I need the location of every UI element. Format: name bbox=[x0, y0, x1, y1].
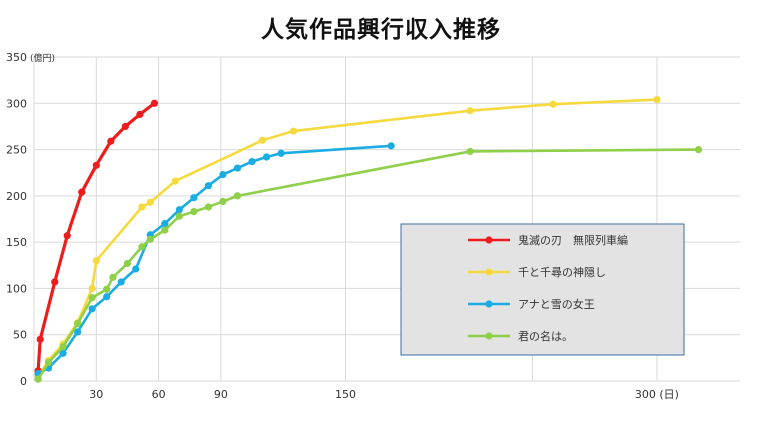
data-point bbox=[277, 149, 285, 157]
data-point bbox=[103, 293, 111, 301]
data-point bbox=[59, 349, 67, 357]
x-tick-label: 30 bbox=[89, 388, 103, 401]
data-point bbox=[175, 206, 183, 214]
series-line bbox=[36, 101, 157, 373]
data-point bbox=[59, 343, 67, 351]
series-3 bbox=[34, 145, 703, 383]
data-point bbox=[171, 177, 179, 185]
chart-title: 人気作品興行収入推移 bbox=[261, 17, 501, 43]
data-point bbox=[387, 142, 395, 150]
y-tick-label: 150 bbox=[6, 236, 27, 249]
data-point bbox=[136, 110, 144, 118]
data-point bbox=[44, 358, 53, 367]
data-point bbox=[92, 257, 100, 265]
data-point bbox=[138, 243, 146, 251]
data-point bbox=[150, 99, 159, 107]
data-point bbox=[88, 284, 96, 293]
legend-box bbox=[400, 223, 685, 356]
data-point bbox=[117, 278, 125, 286]
data-point bbox=[204, 182, 213, 190]
data-point bbox=[233, 164, 242, 172]
data-point bbox=[88, 305, 96, 313]
y-tick-label: 200 bbox=[6, 190, 27, 203]
data-point bbox=[549, 100, 557, 108]
x-tick-label: 90 bbox=[214, 388, 228, 401]
data-point bbox=[233, 192, 242, 200]
data-point bbox=[204, 203, 213, 211]
x-tick-label: 150 bbox=[335, 388, 356, 401]
y-tick-label: 50 bbox=[13, 329, 27, 342]
y-unit-label: (億円) bbox=[30, 52, 55, 64]
data-point bbox=[258, 136, 267, 144]
y-tick-label: 250 bbox=[6, 144, 27, 157]
data-point bbox=[190, 194, 198, 202]
axes: 0 50 100 150 200 250 300 350 (億円) 30 60 90 150 300 (日… bbox=[6, 51, 679, 401]
x-tick-label: 300 (日) bbox=[635, 388, 679, 401]
data-point bbox=[161, 220, 169, 228]
data-point bbox=[138, 203, 146, 211]
x-tick-label: 60 bbox=[152, 388, 166, 401]
series-layer bbox=[34, 95, 703, 383]
data-point bbox=[466, 147, 474, 156]
data-point bbox=[219, 170, 227, 179]
data-point bbox=[74, 328, 82, 336]
data-point bbox=[88, 294, 96, 302]
legend-label: アナと雪の女王 bbox=[518, 297, 595, 311]
data-point bbox=[74, 320, 82, 328]
data-point bbox=[161, 226, 169, 234]
data-point bbox=[107, 137, 115, 145]
data-point bbox=[103, 285, 111, 293]
data-point bbox=[132, 265, 140, 273]
y-tick-label: 300 bbox=[6, 97, 27, 110]
y-tick-label: 100 bbox=[6, 282, 27, 295]
series-line bbox=[36, 98, 659, 378]
data-point bbox=[694, 145, 703, 154]
legend-label: 千と千尋の神隠し bbox=[518, 265, 606, 279]
legend-swatch-marker bbox=[485, 268, 493, 276]
y-tick-label: 350 bbox=[6, 51, 27, 64]
legend-swatch-marker bbox=[485, 332, 493, 340]
legend-label: 鬼滅の刃 無限列車編 bbox=[518, 233, 628, 247]
legend-label: 君の名は。 bbox=[518, 329, 573, 343]
data-point bbox=[51, 278, 59, 286]
y-tick-label: 0 bbox=[20, 375, 27, 388]
series-line bbox=[36, 144, 393, 375]
data-point bbox=[121, 122, 129, 131]
data-point bbox=[289, 127, 298, 135]
data-point bbox=[248, 158, 256, 166]
data-point bbox=[92, 161, 100, 169]
data-point bbox=[146, 198, 154, 206]
data-point bbox=[219, 197, 227, 206]
data-point bbox=[146, 235, 154, 243]
data-point bbox=[175, 212, 183, 220]
data-point bbox=[262, 153, 271, 161]
data-point bbox=[78, 188, 86, 196]
data-point bbox=[109, 273, 117, 281]
data-point bbox=[466, 107, 474, 115]
data-point bbox=[63, 232, 71, 240]
data-point bbox=[36, 335, 44, 343]
data-point bbox=[123, 259, 132, 268]
grid-lines bbox=[33, 56, 740, 382]
data-point bbox=[653, 95, 661, 104]
data-point bbox=[34, 375, 42, 383]
data-point bbox=[190, 207, 198, 216]
series-2 bbox=[34, 142, 395, 378]
legend-swatch-marker bbox=[485, 236, 493, 244]
legend-swatch-marker bbox=[485, 300, 493, 308]
